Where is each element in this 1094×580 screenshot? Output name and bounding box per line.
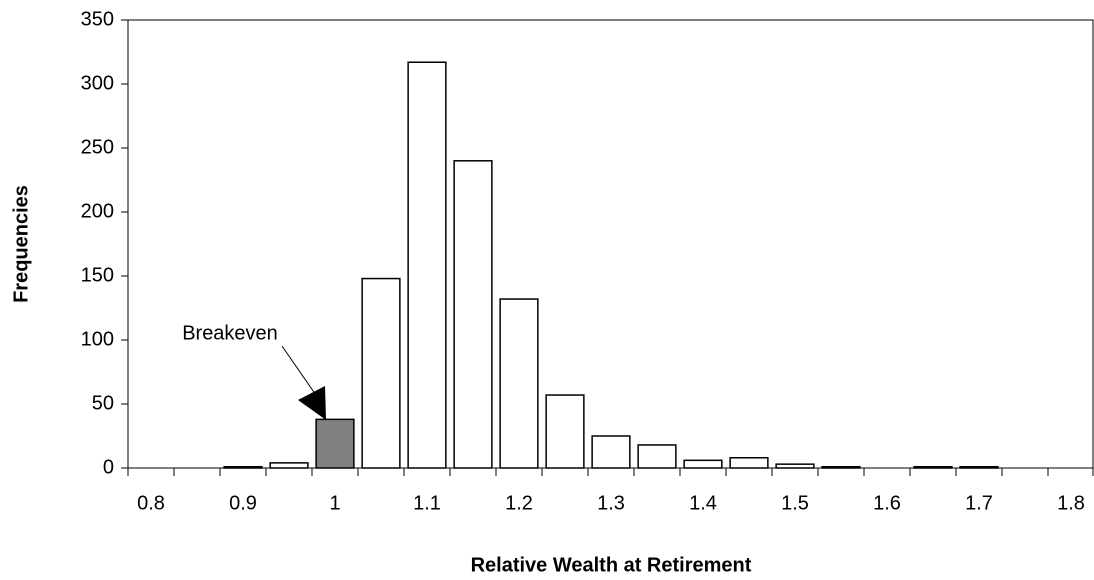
bar [729, 457, 769, 469]
x-tick-label: 1.1 [413, 492, 441, 514]
x-tick-label: 0.9 [229, 492, 257, 514]
y-tick-label: 350 [81, 8, 114, 30]
x-tick-label: 1 [329, 492, 340, 514]
annotation-text: Breakeven [182, 322, 278, 344]
annotation-line [281, 345, 319, 399]
y-tick-label: 300 [81, 72, 114, 94]
x-tick-label: 1.4 [689, 492, 717, 514]
y-tick-label: 100 [81, 328, 114, 350]
bar [545, 394, 585, 469]
bar [591, 435, 631, 469]
x-tick-label: 1.3 [597, 492, 625, 514]
y-tick-label: 250 [81, 136, 114, 158]
plot-frame [127, 19, 1094, 469]
bar [499, 298, 539, 469]
bar [775, 463, 815, 469]
bar [407, 61, 447, 469]
bar [637, 444, 677, 469]
bar [361, 277, 401, 469]
x-tick-label: 1.5 [781, 492, 809, 514]
bar [315, 418, 355, 469]
x-tick-label: 1.2 [505, 492, 533, 514]
x-tick-label: 1.6 [873, 492, 901, 514]
y-tick-label: 0 [103, 456, 114, 478]
annotation-arrow [298, 386, 326, 420]
x-tick-label: 1.7 [965, 492, 993, 514]
bar [269, 462, 309, 469]
x-tick-label: 0.8 [137, 492, 165, 514]
bar [453, 160, 493, 469]
y-axis-title: Frequencies [10, 185, 32, 303]
y-tick-label: 150 [81, 264, 114, 286]
x-tick-label: 1.8 [1057, 492, 1085, 514]
y-tick-label: 50 [92, 392, 114, 414]
y-tick-label: 200 [81, 200, 114, 222]
bar [683, 459, 723, 469]
x-axis-title: Relative Wealth at Retirement [471, 554, 752, 576]
